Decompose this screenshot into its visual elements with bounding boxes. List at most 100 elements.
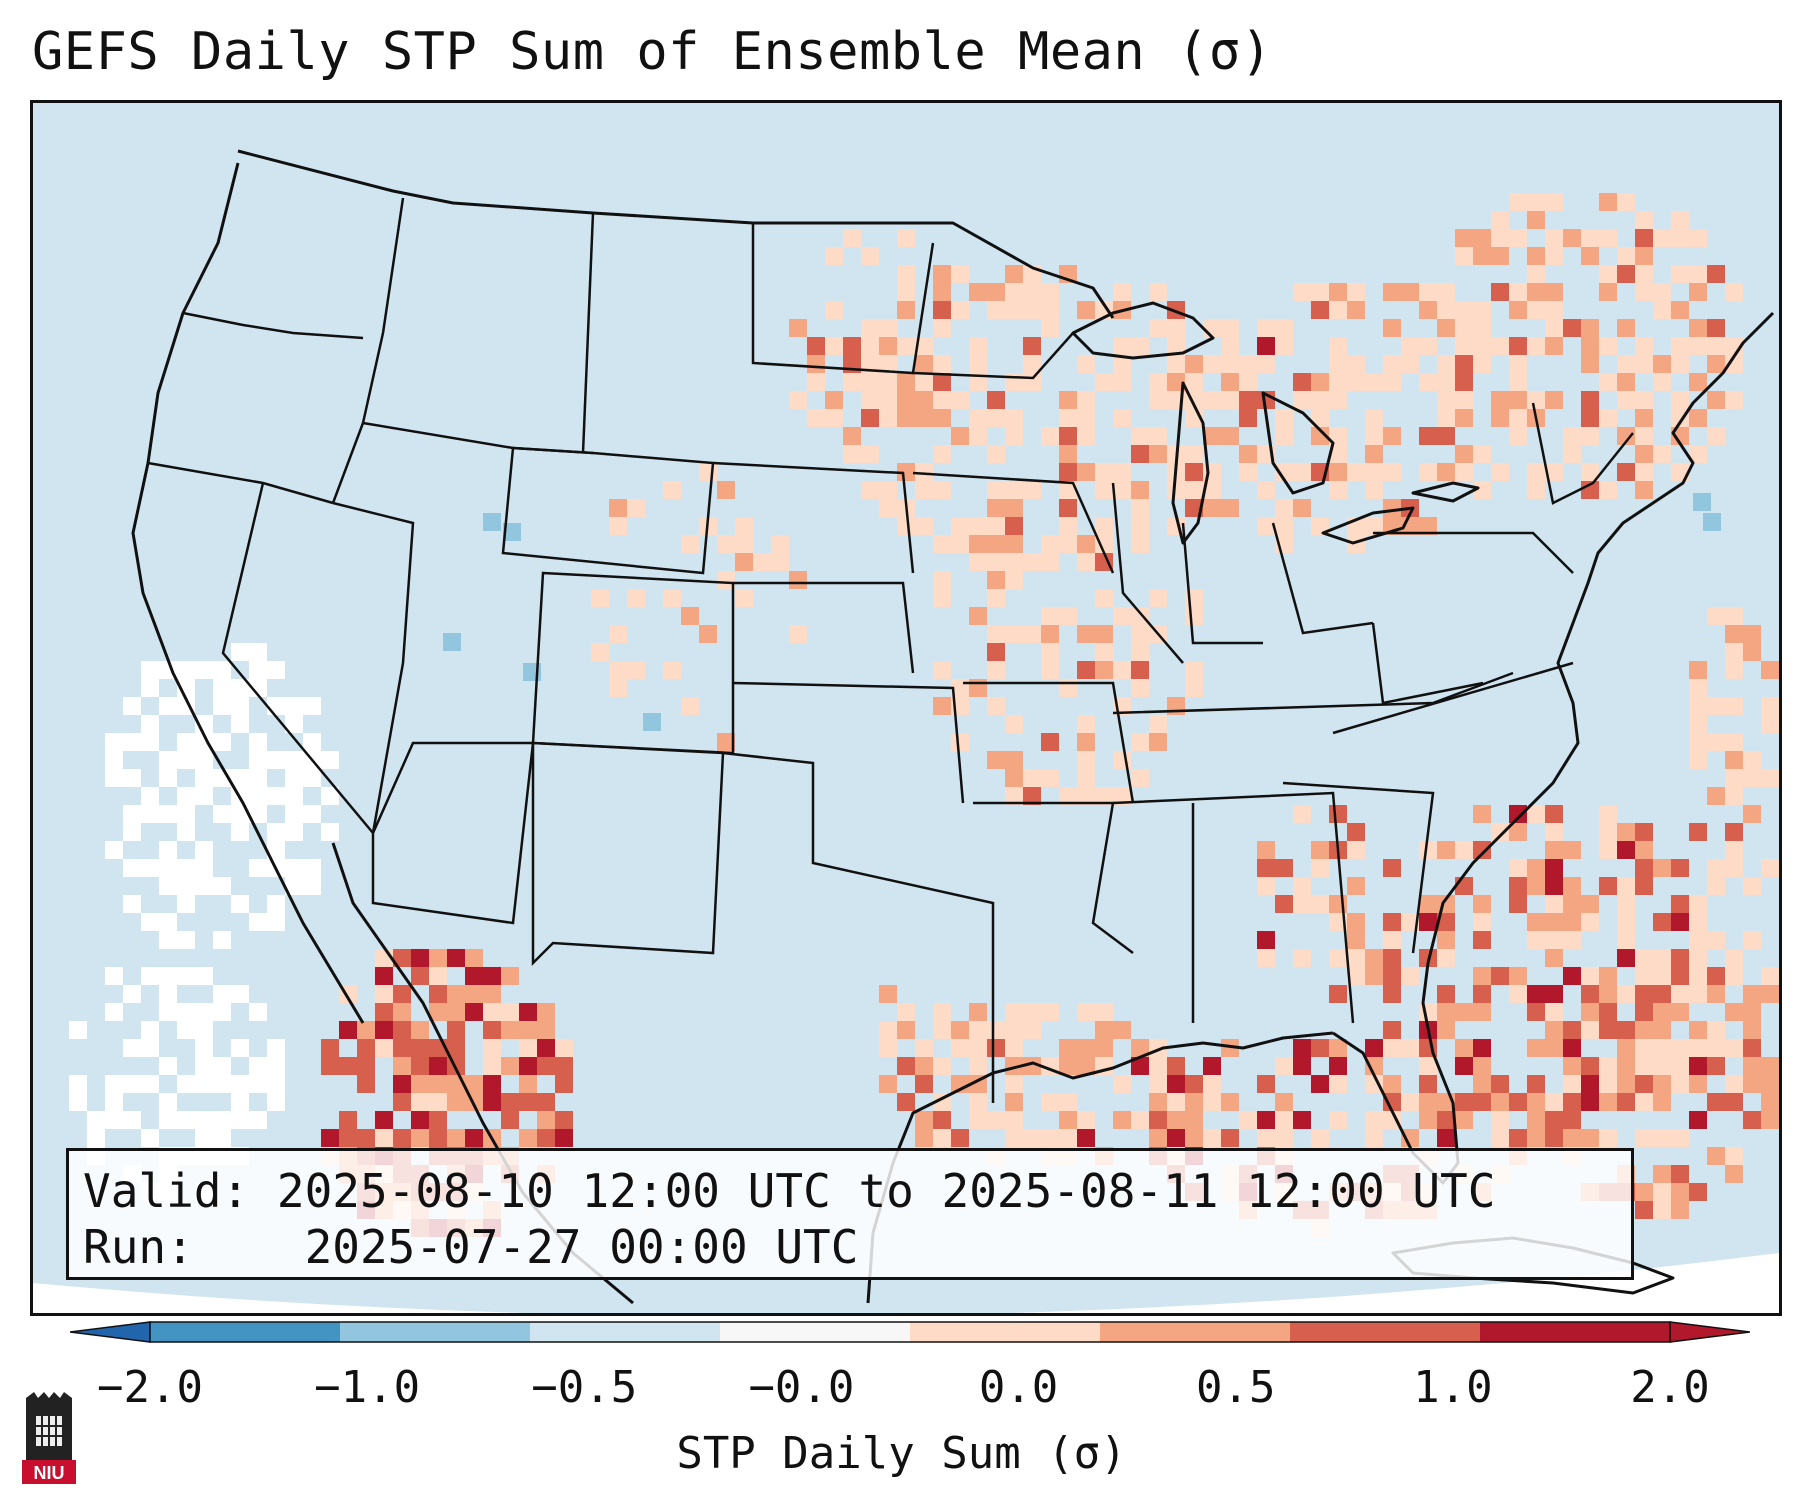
stp-cell-positive [1509,301,1527,319]
stp-cell-neutral [285,787,303,805]
stp-cell-positive [663,481,681,499]
stp-cell-positive [1599,1075,1617,1093]
stp-cell-positive [1383,283,1401,301]
stp-cell-positive [1635,1201,1653,1219]
stp-cell-positive [1131,481,1149,499]
stp-cell-positive [1059,391,1077,409]
stp-cell-positive [1149,373,1167,391]
stp-cell-positive [1617,1075,1635,1093]
stp-cell-positive [843,427,861,445]
stp-cell-positive [1257,841,1275,859]
stp-cell-neutral [159,1057,177,1075]
logo-banner [22,1460,76,1484]
stp-cell-positive [1635,1129,1653,1147]
stp-cell-positive [1005,1075,1023,1093]
stp-cell-positive [1725,787,1743,805]
stp-cell-positive [1437,463,1455,481]
stp-cell-positive [1527,481,1545,499]
stp-cell-positive [1635,841,1653,859]
stp-cell-positive [1743,625,1761,643]
stp-cell-positive [1635,823,1653,841]
map-canvas [33,103,1779,1313]
stp-cell-positive [879,481,897,499]
stp-cell-neutral [213,1129,231,1147]
stp-cell-positive [1077,1057,1095,1075]
stp-cell-positive [1527,931,1545,949]
stp-cell-positive [1383,859,1401,877]
colorbar-tick-label: −0.5 [531,1362,638,1413]
stp-cell-positive [879,391,897,409]
stp-cell-positive [1365,481,1383,499]
stp-cell-positive [1653,967,1671,985]
stp-cell-positive [969,1021,987,1039]
stp-cell-positive [1005,1111,1023,1129]
stp-cell-neutral [303,769,321,787]
stp-cell-neutral [213,679,231,697]
stp-cell-positive [717,733,735,751]
stp-cell-positive [1671,895,1689,913]
stp-cell-positive [1023,553,1041,571]
stp-cell-positive [501,1021,519,1039]
stp-cell-positive [1599,877,1617,895]
stp-cell-positive [429,1111,447,1129]
stp-cell-positive [1455,1111,1473,1129]
stp-cell-positive [897,337,915,355]
stp-cell-positive [501,967,519,985]
stp-cell-positive [987,1039,1005,1057]
stp-cell-positive [1545,931,1563,949]
west-coast [131,162,365,1024]
stp-cell-neutral [141,1039,159,1057]
stp-cell-positive [1347,949,1365,967]
stp-cell-neutral [249,733,267,751]
stp-cell-positive [987,535,1005,553]
stp-cell-positive [1077,409,1095,427]
stp-cell-positive [1095,661,1113,679]
pa-ny [1373,531,1574,574]
stp-cell-positive [1059,1039,1077,1057]
stp-cell-neutral [159,877,177,895]
stp-cell-positive [1617,1039,1635,1057]
stp-cell-positive [1725,769,1743,787]
stp-cell-positive [1707,1147,1725,1165]
stp-cell-positive [879,319,897,337]
stp-cell-positive [1131,625,1149,643]
stp-cell-neutral [69,1075,87,1093]
stp-cell-positive [1599,193,1617,211]
stp-cell-neutral [195,1057,213,1075]
stp-cell-positive [1671,913,1689,931]
stp-cell-positive [1527,1111,1545,1129]
stp-cell-positive [951,391,969,409]
map-panel[interactable] [30,100,1782,1316]
stp-cell-positive [1005,1093,1023,1111]
stp-cell-positive [951,733,969,751]
stp-cell-neutral [285,877,303,895]
stp-cell-positive [1365,967,1383,985]
stp-cell-positive [393,1075,411,1093]
stp-cell-neutral [249,859,267,877]
stp-cell-positive [1725,733,1743,751]
stp-cell-positive [951,517,969,535]
stp-cell-positive [1725,625,1743,643]
stp-cell-positive [1725,841,1743,859]
stp-cell-positive [1455,337,1473,355]
stp-cell-positive [1581,895,1599,913]
stp-cell-positive [1491,1129,1509,1147]
stp-cell-neutral [177,1111,195,1129]
colorbar [70,1321,1750,1343]
stp-cell-positive [1419,427,1437,445]
stp-cell-positive [1113,409,1131,427]
stp-cell-positive [1509,193,1527,211]
stp-cell-positive [1311,301,1329,319]
stp-cell-positive [1113,337,1131,355]
stp-cell-positive [1491,211,1509,229]
stp-cell-positive [1221,391,1239,409]
stp-cell-positive [987,643,1005,661]
stp-cell-neutral [267,661,285,679]
stp-cell-positive [1671,1183,1689,1201]
stp-cell-positive [1635,1183,1653,1201]
stp-cell-positive [1275,1057,1293,1075]
stp-cell-positive [1689,733,1707,751]
stp-cell-positive [1545,463,1563,481]
stp-cell-positive [1689,373,1707,391]
stp-cell-positive [1563,1075,1581,1093]
